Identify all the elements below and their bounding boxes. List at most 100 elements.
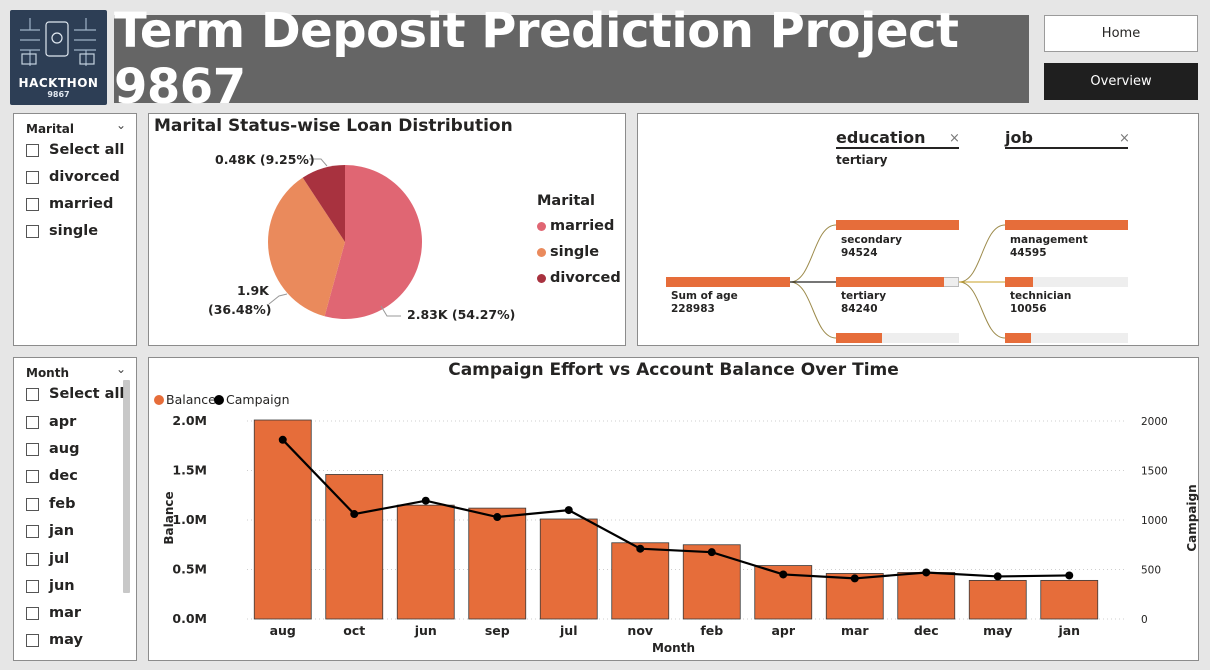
- point-campaign-may[interactable]: [993, 572, 1002, 581]
- y-tick-label: 1.0M: [172, 512, 207, 527]
- point-campaign-dec[interactable]: [922, 568, 931, 577]
- point-campaign-jan[interactable]: [1065, 571, 1074, 580]
- x-axis-label: Month: [651, 641, 695, 655]
- checkbox[interactable]: [26, 143, 39, 157]
- slicer-option-feb[interactable]: feb: [26, 496, 76, 512]
- point-campaign-sep[interactable]: [493, 513, 502, 522]
- close-icon[interactable]: ×: [949, 131, 960, 146]
- chevron-down-icon[interactable]: ⌄: [115, 118, 126, 132]
- circle-icon: [154, 394, 164, 405]
- combo-chart[interactable]: 0.0M 0.5M 1.0M 1.5M 2.0M 0 500 1000 1500 2000 aug o…: [149, 358, 1200, 662]
- decomp-node-job-technician[interactable]: [1005, 277, 1128, 287]
- legend-item-divorced[interactable]: divorced: [537, 270, 621, 286]
- circle-icon: [537, 221, 546, 231]
- decomp-node-job-3[interactable]: [1005, 333, 1128, 343]
- decomp-node-education-0[interactable]: [836, 220, 959, 230]
- checkbox[interactable]: [26, 224, 39, 238]
- bar-balance-jul[interactable]: [539, 518, 598, 620]
- slicer-option-dec[interactable]: dec: [26, 468, 78, 484]
- y-tick-label: 0.0M: [172, 611, 207, 626]
- checkbox[interactable]: [26, 606, 39, 620]
- slicer-option-married[interactable]: married: [26, 196, 113, 212]
- node-fill: [666, 277, 790, 287]
- checkbox[interactable]: [26, 552, 39, 566]
- checkbox[interactable]: [26, 469, 39, 483]
- pie-slice-married[interactable]: [324, 165, 422, 319]
- y2-tick-label: 0: [1141, 614, 1148, 626]
- checkbox[interactable]: [26, 633, 39, 647]
- checkbox[interactable]: [26, 442, 39, 456]
- slicer-option-jan[interactable]: jan: [26, 523, 74, 539]
- point-campaign-oct[interactable]: [350, 510, 359, 519]
- circuit-logo-icon: [20, 18, 96, 66]
- x-tick-label: jan: [1057, 623, 1080, 638]
- slicer-option-select-all[interactable]: Select all: [26, 386, 124, 402]
- decomp-node-job-0[interactable]: [1005, 220, 1128, 230]
- point-campaign-mar[interactable]: [850, 574, 859, 583]
- bar-balance-dec[interactable]: [897, 572, 956, 620]
- checkbox[interactable]: [26, 387, 39, 401]
- report-title: Term Deposit Prediction Project 9867: [114, 3, 959, 115]
- x-tick-label: may: [983, 623, 1012, 638]
- legend-item-balance[interactable]: Balance: [154, 392, 216, 407]
- bar-balance-aug[interactable]: [253, 419, 312, 620]
- point-campaign-apr[interactable]: [779, 570, 788, 579]
- decomp-level-underline: [836, 147, 959, 149]
- slicer-option-jul[interactable]: jul: [26, 551, 69, 567]
- slicer-option-aug[interactable]: aug: [26, 441, 80, 457]
- slicer-option-jun[interactable]: jun: [26, 578, 75, 594]
- point-campaign-aug[interactable]: [278, 435, 287, 444]
- pie-slice-divorced[interactable]: [302, 165, 345, 242]
- decomp-node-education-3[interactable]: [836, 333, 959, 343]
- bar-balance-nov[interactable]: [611, 542, 670, 620]
- slicer-title: Marital: [26, 122, 75, 136]
- x-tick-label: aug: [270, 623, 296, 638]
- pie-chart-title: Marital Status-wise Loan Distribution: [154, 116, 513, 136]
- slicer-option-single[interactable]: single: [26, 223, 98, 239]
- slicer-title: Month: [26, 366, 70, 380]
- legend-item-married[interactable]: married: [537, 218, 614, 234]
- x-tick-label: dec: [914, 623, 939, 638]
- decomp-level-filter: tertiary: [836, 153, 888, 167]
- checkbox[interactable]: [26, 197, 39, 211]
- home-button[interactable]: Home: [1044, 15, 1198, 52]
- legend-item-campaign[interactable]: Campaign: [214, 392, 290, 407]
- legend-item-single[interactable]: single: [537, 244, 599, 260]
- point-campaign-jul[interactable]: [564, 506, 573, 515]
- decomp-node-label: technician 10056: [1010, 290, 1072, 315]
- pie-slice-single[interactable]: [267, 177, 345, 317]
- point-campaign-jun[interactable]: [421, 496, 430, 505]
- bar-balance-jan[interactable]: [1040, 579, 1099, 620]
- chevron-down-icon[interactable]: ⌄: [115, 362, 126, 376]
- checkbox[interactable]: [26, 579, 39, 593]
- slicer-option-apr[interactable]: apr: [26, 414, 76, 430]
- decomp-level-job[interactable]: job: [1005, 128, 1033, 147]
- circle-icon: [537, 273, 546, 283]
- slicer-scrollbar[interactable]: [123, 380, 130, 593]
- decomp-node-label: management 44595: [1010, 234, 1088, 259]
- close-icon[interactable]: ×: [1119, 131, 1130, 146]
- overview-button[interactable]: Overview: [1044, 63, 1198, 100]
- bar-balance-sep[interactable]: [468, 507, 527, 620]
- line-campaign[interactable]: [281, 439, 1070, 580]
- decomp-node-education-tertiary[interactable]: [836, 277, 959, 287]
- bar-balance-may[interactable]: [968, 579, 1027, 620]
- slicer-option-mar[interactable]: mar: [26, 605, 81, 621]
- decomp-root-node[interactable]: [666, 277, 790, 287]
- slicer-option-may[interactable]: may: [26, 632, 83, 648]
- bar-balance-oct[interactable]: [325, 474, 384, 620]
- x-tick-label: oct: [343, 623, 365, 638]
- pie-chart[interactable]: [149, 114, 627, 347]
- y2-tick-label: 1000: [1141, 515, 1168, 527]
- point-campaign-feb[interactable]: [707, 548, 716, 557]
- decomp-level-education[interactable]: education: [836, 128, 926, 147]
- checkbox[interactable]: [26, 497, 39, 511]
- decomp-root-label: Sum of age 228983: [671, 290, 738, 315]
- point-campaign-nov[interactable]: [636, 544, 645, 553]
- checkbox[interactable]: [26, 415, 39, 429]
- bar-balance-jun[interactable]: [396, 504, 455, 620]
- checkbox[interactable]: [26, 524, 39, 538]
- slicer-option-divorced[interactable]: divorced: [26, 169, 120, 185]
- slicer-option-select-all[interactable]: Select all: [26, 142, 124, 158]
- checkbox[interactable]: [26, 170, 39, 184]
